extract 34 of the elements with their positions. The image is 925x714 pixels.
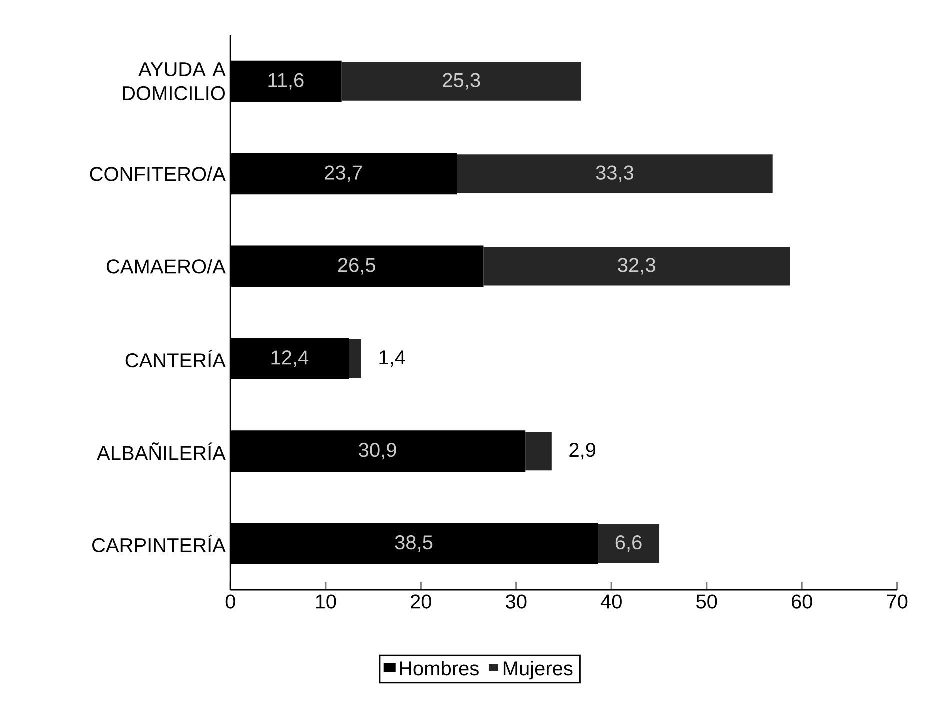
x-tick-label: 60: [792, 594, 812, 609]
legend-label: Mujeres: [504, 661, 573, 680]
y-tick-label: CAMAERO/A: [106, 259, 226, 274]
y-tick-label: ALBAÑILERÍA: [97, 442, 226, 460]
bar: [482, 246, 792, 288]
data-label: 26,5: [338, 258, 376, 275]
data-label: 30,9: [359, 443, 396, 460]
bar: [340, 60, 583, 102]
bar: [456, 153, 774, 195]
x-tick-label: 40: [600, 594, 622, 609]
x-tick-label: 10: [316, 594, 336, 609]
legend-label: Hombres: [400, 661, 479, 676]
data-label: 11,6: [268, 73, 304, 90]
x-tick-label: 20: [411, 594, 432, 609]
data-label: 25,3: [443, 73, 480, 90]
y-tick-label: AYUDA A DOMICILIO: [123, 62, 226, 101]
data-label: 38,5: [395, 536, 433, 552]
data-label: 33,3: [596, 166, 634, 182]
data-label: 23,7: [325, 166, 362, 182]
x-tick-label: 50: [696, 594, 718, 609]
data-label: 12,4: [272, 350, 309, 368]
bar: [596, 523, 661, 564]
data-label: 6,6: [616, 536, 642, 552]
y-tick-label: CANTERÍA: [126, 350, 226, 368]
x-tick-label: 70: [887, 594, 908, 609]
data-label: 32,3: [618, 258, 656, 275]
data-label: 2,9: [570, 443, 596, 460]
data-label: 1,4: [380, 350, 406, 368]
y-tick-label: CONFITERO/A: [90, 166, 226, 182]
bar: [348, 338, 363, 380]
x-tick-label: 0: [226, 594, 236, 609]
bar: [524, 430, 554, 472]
y-tick-label: CARPINTERÍA: [92, 535, 226, 553]
x-tick-label: 30: [506, 594, 527, 609]
